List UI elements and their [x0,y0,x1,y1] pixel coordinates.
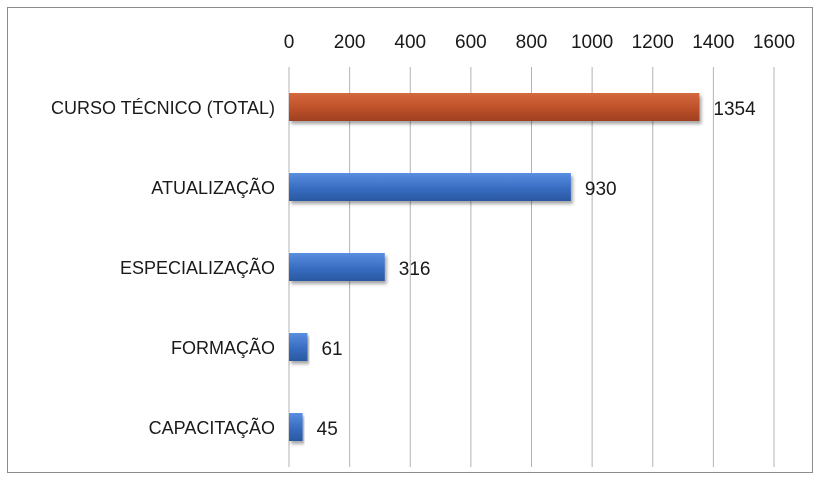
x-axis-ticks: 0 200 400 600 800 1000 1200 1400 1600 [284,32,795,53]
x-tick-label: 800 [516,32,548,53]
x-tick-label: 600 [455,32,487,53]
x-tick-label: 1000 [571,32,613,53]
x-tick-label: 1400 [692,32,734,53]
x-tick-label: 0 [284,32,295,53]
bar-formacao [289,333,308,361]
x-tick-label: 1200 [632,32,674,53]
data-label-capacitacao: 45 [317,419,338,440]
bar-capacitacao [289,413,303,441]
category-label-especializacao: ESPECIALIZAÇÃO [120,257,275,278]
x-tick-label: 400 [394,32,426,53]
chart-frame: 0 200 400 600 800 1000 1200 1400 1600 CURSO TÉCN… [7,7,813,473]
category-labels: CURSO TÉCNICO (TOTAL) ATUALIZAÇÃO ESPECIAL… [51,98,275,438]
category-label-atualizacao: ATUALIZAÇÃO [151,177,275,198]
data-labels: 1354 930 316 61 45 [317,99,756,440]
x-tick-label: 200 [334,32,366,53]
data-label-formacao: 61 [321,339,342,360]
bar-atualizacao [289,173,571,201]
bar-chart: 0 200 400 600 800 1000 1200 1400 1600 CURSO TÉCN… [51,32,795,467]
category-label-capacitacao: CAPACITAÇÃO [149,417,275,438]
data-label-especializacao: 316 [399,259,431,280]
data-label-curso-tecnico-total: 1354 [713,99,756,120]
bar-curso-tecnico-total [289,93,700,121]
category-label-curso-tecnico-total: CURSO TÉCNICO (TOTAL) [51,98,275,118]
data-label-atualizacao: 930 [585,179,617,200]
category-label-formacao: FORMAÇÃO [171,337,275,358]
x-tick-label: 1600 [753,32,795,53]
bars [289,93,700,441]
bar-especializacao [289,253,385,281]
gridlines [288,67,775,467]
